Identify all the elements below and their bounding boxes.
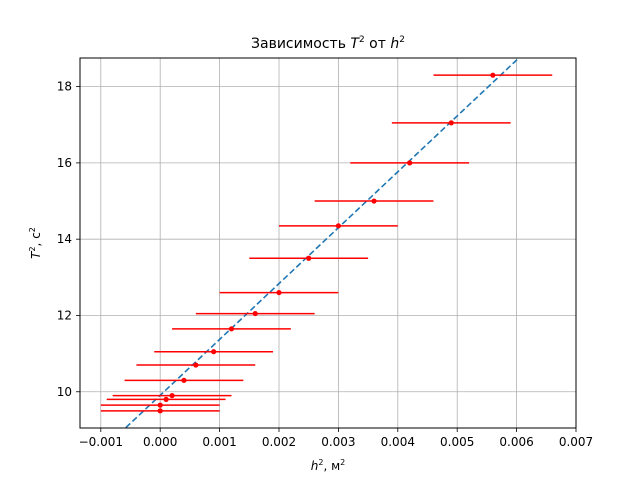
data-point [157, 408, 163, 414]
x-tick-label: 0.000 [143, 435, 177, 449]
y-tick-label: 14 [57, 232, 72, 246]
data-point [407, 160, 413, 166]
data-point [169, 392, 175, 399]
fit-line-layer [124, 58, 520, 428]
data-point [276, 289, 282, 296]
data-point [157, 402, 163, 408]
x-tick-label: 0.002 [262, 435, 296, 449]
data-point [448, 120, 454, 126]
x-tick-label: 0.005 [440, 435, 474, 449]
y-tick-label: 10 [57, 385, 72, 399]
x-tick-label: 0.001 [202, 435, 236, 449]
data-point [181, 377, 187, 383]
x-tick-label: 0.006 [499, 435, 533, 449]
fit-line [124, 58, 520, 428]
x-tick-label: 0.007 [559, 435, 593, 449]
chart-title: Зависимость T2 от h2 [251, 35, 405, 52]
y-axis-ticks: 10 12 14 16 18 [57, 80, 80, 399]
data-point [211, 349, 217, 355]
data-point [228, 326, 235, 332]
data-point [306, 255, 312, 261]
x-tick-label: −0.001 [79, 435, 123, 449]
x-tick-label: 0.003 [321, 435, 355, 449]
data-point [490, 72, 496, 78]
y-axis-label: T2, с2 [28, 227, 43, 259]
axes-frame [79, 57, 577, 429]
y-tick-label: 16 [57, 156, 72, 170]
x-axis-label: h2, м2 [311, 458, 345, 473]
plot-area: −0.001 0.000 0.001 0.002 0.003 0.004 0.005 0.00… [57, 57, 593, 449]
data-point [193, 362, 199, 368]
grid [80, 58, 577, 428]
data-point [371, 198, 377, 204]
x-axis-ticks: −0.001 0.000 0.001 0.002 0.003 0.004 0.005 0.00… [79, 428, 593, 449]
data-point [335, 223, 341, 229]
data-point [252, 310, 258, 317]
data-point-layer [157, 72, 496, 414]
data-point [163, 396, 169, 402]
y-tick-label: 18 [57, 80, 72, 94]
x-tick-label: 0.004 [381, 435, 415, 449]
y-tick-label: 12 [57, 308, 72, 322]
